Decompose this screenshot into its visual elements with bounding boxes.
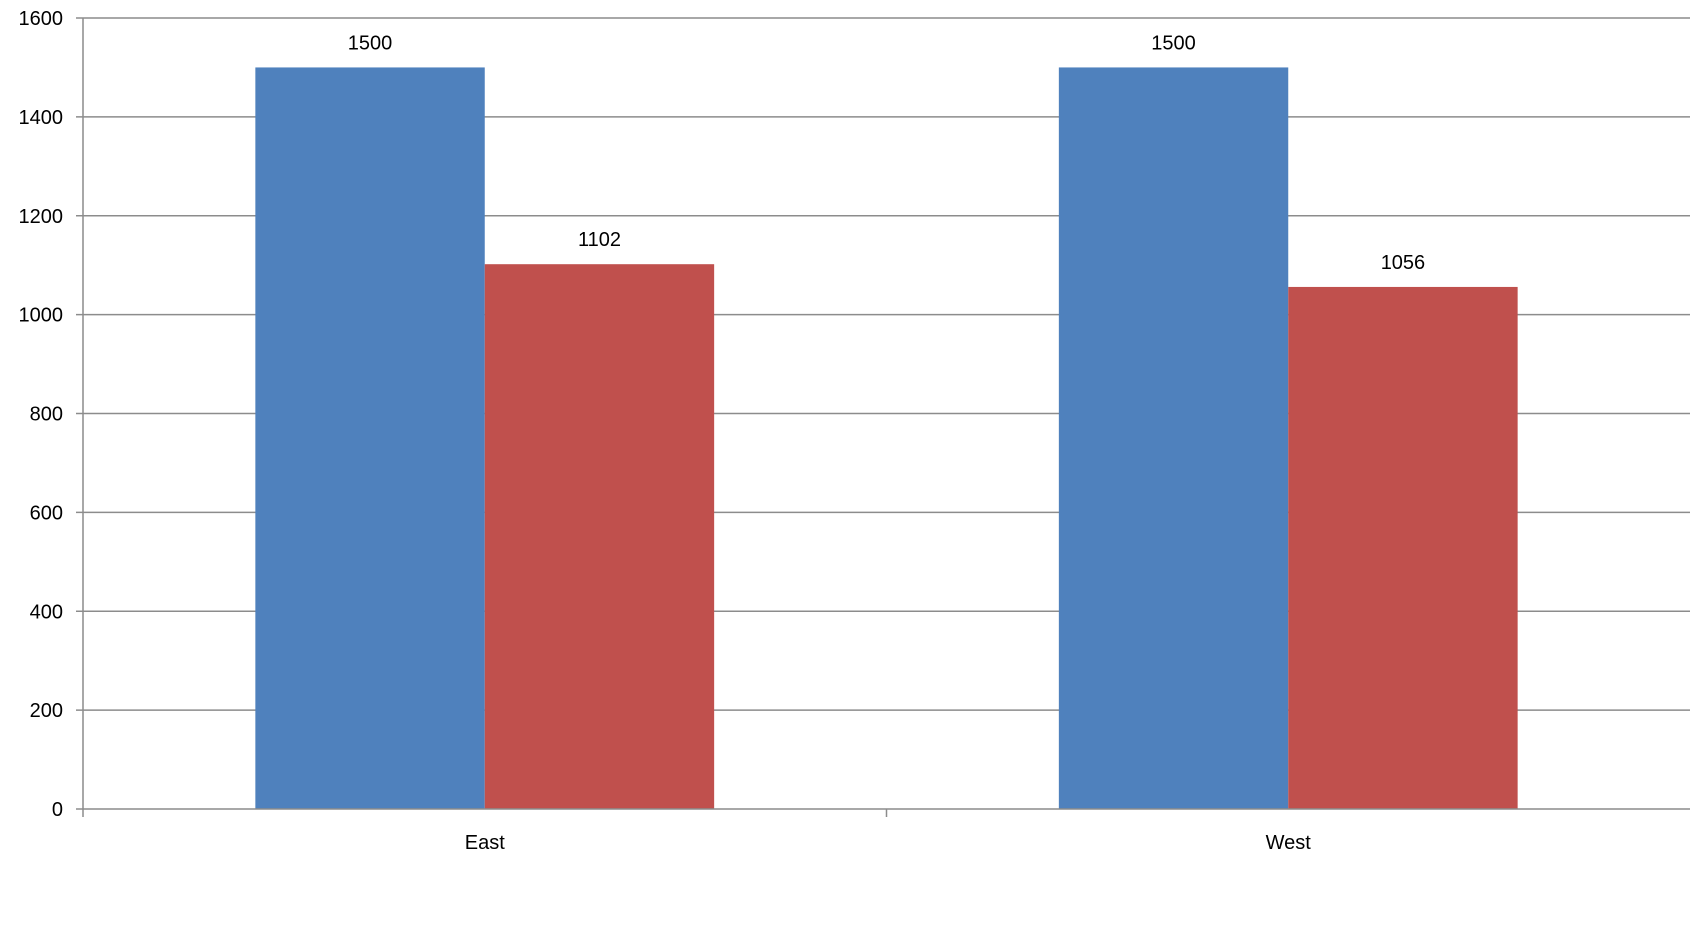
x-category-label: West — [1266, 832, 1312, 854]
x-category-label: East — [465, 832, 505, 854]
bar-west-series-1 — [1058, 67, 1289, 809]
y-tick-label: 1200 — [19, 206, 64, 228]
y-tick-label: 200 — [30, 700, 63, 722]
y-tick-label: 0 — [52, 799, 63, 821]
data-label: 1500 — [1151, 32, 1196, 54]
y-tick-label: 1600 — [19, 8, 64, 30]
y-tick-label: 400 — [30, 601, 63, 623]
data-label: 1102 — [578, 229, 621, 251]
data-label: 1500 — [348, 32, 393, 54]
data-label: 1056 — [1381, 252, 1426, 274]
bars — [255, 67, 1518, 810]
labels: 0 200 400 600 800 1000 1200 1400 1600 1500 1102 Eas… — [19, 8, 1426, 854]
y-tick-label: 600 — [30, 502, 63, 524]
bar-east-series-2 — [484, 264, 715, 810]
axes — [76, 17, 1690, 817]
y-tick-label: 800 — [30, 404, 63, 426]
bar-west-series-2 — [1288, 286, 1518, 809]
y-tick-label: 1400 — [19, 107, 64, 129]
y-tick-label: 1000 — [19, 305, 64, 327]
bar-east-series-1 — [255, 67, 485, 809]
